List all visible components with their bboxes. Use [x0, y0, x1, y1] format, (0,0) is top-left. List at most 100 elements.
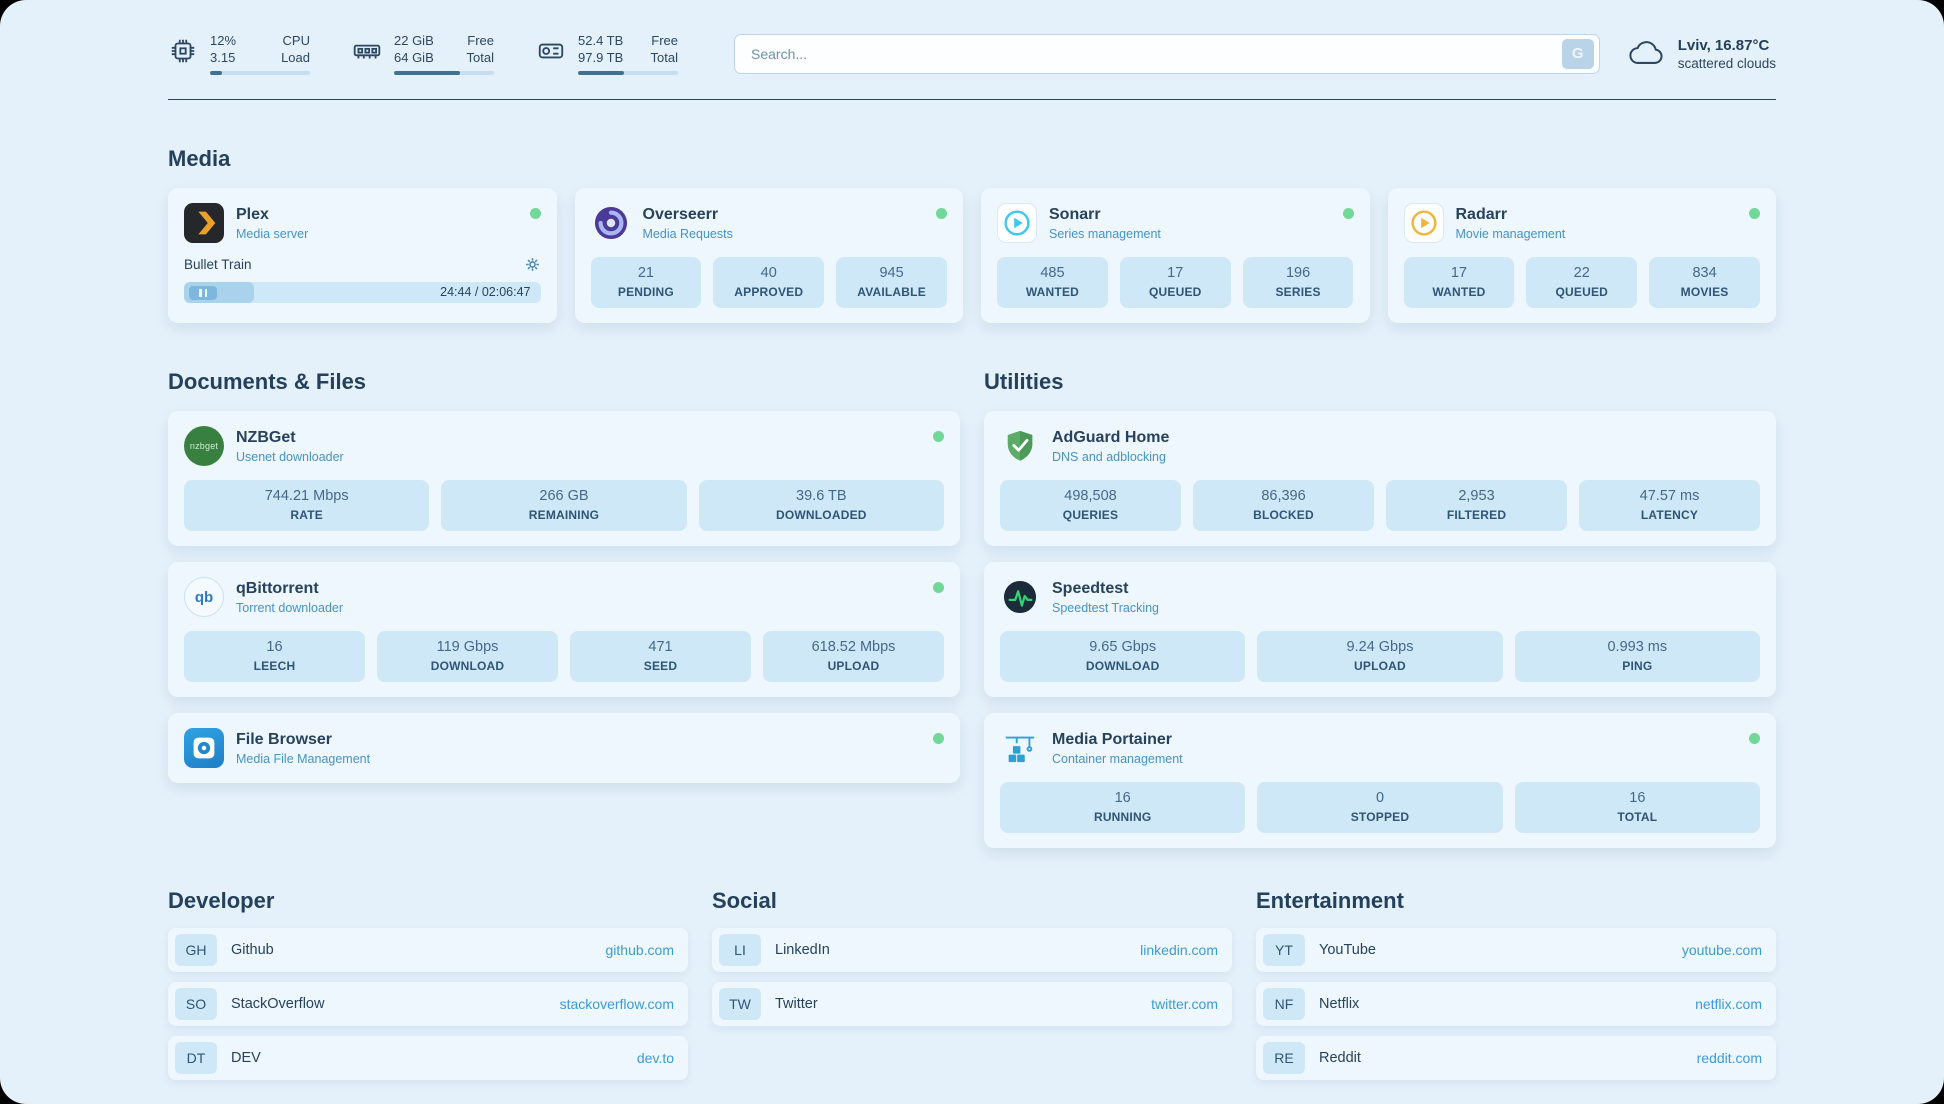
stat-approved: 40 APPROVED: [713, 257, 825, 308]
bookmark-name: YouTube: [1319, 942, 1376, 958]
stat-available: 945 AVAILABLE: [836, 257, 947, 308]
disk-icon: [538, 43, 564, 59]
stat-pending: 21 PENDING: [590, 257, 702, 308]
disk-widget: 52.4 TB Free 97.9 TB Total: [536, 32, 678, 75]
bookmark-name: StackOverflow: [231, 996, 325, 1012]
app-subtitle: DNS and adblocking: [1052, 449, 1166, 464]
ram-progress-bar: [394, 71, 494, 75]
stat-ping: 0.993 ms PING: [1514, 631, 1760, 682]
app-title: NZBGet: [236, 428, 296, 446]
app-card-nzbget[interactable]: nzbget NZBGet Usenet downloader 744.21 M…: [168, 411, 960, 546]
app-title: Overseerr: [642, 205, 719, 223]
search-bar: G: [734, 33, 1600, 74]
bookmark-reddit[interactable]: RE Reddit reddit.com: [1256, 1036, 1776, 1080]
stat-wanted: 17 WANTED: [1403, 257, 1515, 308]
weather-condition: scattered clouds: [1677, 55, 1776, 71]
app-card-speedtest[interactable]: Speedtest Speedtest Tracking 9.65 Gbps DO…: [984, 562, 1776, 697]
cpu-icon: [171, 39, 195, 63]
filebrowser-icon: [184, 728, 224, 768]
bookmark-abbr: SO: [175, 988, 217, 1020]
app-card-adguard[interactable]: AdGuard Home DNS and adblocking 498,508 Q…: [984, 411, 1776, 546]
weather-widget: Lviv, 16.87°C scattered clouds: [1628, 37, 1776, 71]
plex-icon: [184, 203, 224, 243]
bookmark-github[interactable]: GH Github github.com: [168, 928, 688, 972]
bookmark-group-entertainment: Entertainment YT YouTube youtube.com NF …: [1256, 888, 1776, 1090]
bookmark-abbr: RE: [1263, 1042, 1305, 1074]
bookmark-name: DEV: [231, 1050, 261, 1066]
disk-free: 52.4 TB: [578, 33, 624, 48]
bookmark-linkedin[interactable]: LI LinkedIn linkedin.com: [712, 928, 1232, 972]
bookmark-url: netflix.com: [1695, 996, 1762, 1012]
cpu-label: CPU: [282, 33, 310, 48]
cpu-load: 3.15: [210, 50, 236, 65]
stat-running: 16 RUNNING: [1000, 782, 1246, 833]
sonarr-icon: [997, 203, 1037, 243]
app-card-plex[interactable]: Plex Media server Bullet Train 24:44 / 0…: [168, 188, 557, 323]
section-heading-social: Social: [712, 888, 777, 913]
disk-progress-fill: [578, 71, 624, 75]
bookmark-dev[interactable]: DT DEV dev.to: [168, 1036, 688, 1080]
disk-total: 97.9 TB: [578, 50, 624, 65]
overseerr-icon: [591, 203, 631, 243]
bookmark-netflix[interactable]: NF Netflix netflix.com: [1256, 982, 1776, 1026]
app-card-portainer[interactable]: Media Portainer Container management 16 R…: [984, 713, 1776, 848]
bookmark-twitter[interactable]: TW Twitter twitter.com: [712, 982, 1232, 1026]
cpu-widget: 12% CPU 3.15 Load: [168, 32, 310, 75]
app-subtitle: Container management: [1052, 751, 1183, 766]
stat-latency: 47.57 ms LATENCY: [1579, 480, 1760, 531]
status-dot: [1749, 208, 1760, 219]
bookmark-url: dev.to: [636, 1050, 674, 1066]
bookmark-url: stackoverflow.com: [559, 996, 674, 1012]
playback-progress-bar[interactable]: 24:44 / 02:06:47: [184, 282, 541, 303]
search-engine-button[interactable]: G: [1561, 38, 1594, 69]
app-title: File Browser: [236, 730, 333, 748]
bookmark-name: Reddit: [1319, 1050, 1361, 1066]
section-heading-documents: Documents & Files: [168, 369, 367, 394]
app-subtitle: Media server: [236, 226, 309, 241]
pause-button[interactable]: [189, 285, 217, 300]
top-bar: 12% CPU 3.15 Load 22 GiB Free 64 GiB Total 5…: [168, 32, 1776, 75]
stat-series: 196 SERIES: [1242, 257, 1354, 308]
ram-widget: 22 GiB Free 64 GiB Total: [352, 32, 494, 75]
stat-movies: 834 MOVIES: [1649, 257, 1760, 308]
stat-wanted: 485 WANTED: [997, 257, 1108, 308]
bookmark-name: Github: [231, 942, 274, 958]
ram-free-label: Free: [467, 33, 494, 48]
bookmark-abbr: TW: [719, 988, 761, 1020]
weather-location: Lviv, 16.87°C: [1677, 36, 1770, 54]
app-subtitle: Movie management: [1455, 226, 1566, 241]
app-card-filebrowser[interactable]: File Browser Media File Management: [168, 713, 960, 783]
app-card-radarr[interactable]: Radarr Movie management 17 WANTED 22 QUEUE…: [1387, 188, 1776, 323]
gear-icon[interactable]: [524, 256, 541, 273]
stat-queued: 17 QUEUED: [1119, 257, 1231, 308]
app-subtitle: Series management: [1049, 226, 1161, 241]
portainer-icon: [1000, 728, 1040, 768]
bookmark-name: Twitter: [775, 996, 818, 1012]
ram-icon: [353, 44, 381, 59]
section-heading-developer: Developer: [168, 888, 275, 913]
qbittorrent-icon: qb: [184, 577, 224, 617]
search-input[interactable]: [751, 45, 1562, 62]
stat-filtered: 2,953 FILTERED: [1386, 480, 1567, 531]
bookmark-stackoverflow[interactable]: SO StackOverflow stackoverflow.com: [168, 982, 688, 1026]
stat-leech: 16 LEECH: [184, 631, 365, 682]
section-heading-utilities: Utilities: [984, 369, 1064, 394]
app-subtitle: Speedtest Tracking: [1052, 600, 1160, 615]
app-card-qbittorrent[interactable]: qb qBittorrent Torrent downloader 16 LEEC…: [168, 562, 960, 697]
status-dot: [933, 582, 944, 593]
cpu-progress-fill: [210, 71, 222, 75]
adguard-icon: [1000, 426, 1040, 466]
bookmark-name: Netflix: [1319, 996, 1360, 1012]
app-card-overseerr[interactable]: Overseerr Media Requests 21 PENDING 40 APP…: [574, 188, 963, 323]
app-card-sonarr[interactable]: Sonarr Series management 485 WANTED 17 QUE…: [981, 188, 1370, 323]
status-dot: [1749, 733, 1760, 744]
bookmark-url: twitter.com: [1151, 996, 1218, 1012]
status-dot: [1342, 208, 1354, 219]
media-grid: Plex Media server Bullet Train 24:44 / 0…: [168, 188, 1776, 323]
app-title: Sonarr: [1049, 205, 1101, 223]
app-subtitle: Torrent downloader: [236, 600, 344, 615]
bookmark-youtube[interactable]: YT YouTube youtube.com: [1256, 928, 1776, 972]
radarr-icon: [1403, 203, 1444, 243]
stat-queued: 22 QUEUED: [1526, 257, 1638, 308]
stat-total: 16 TOTAL: [1514, 782, 1760, 833]
